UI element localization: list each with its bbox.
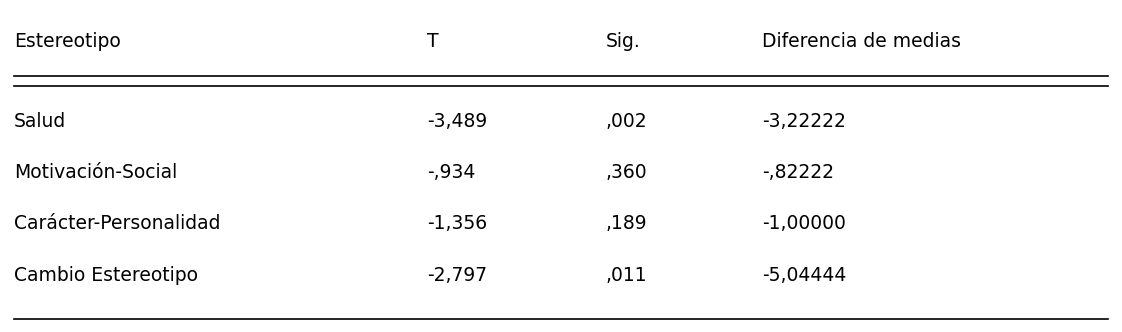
Text: Carácter-Personalidad: Carácter-Personalidad: [13, 213, 220, 233]
Text: Diferencia de medias: Diferencia de medias: [762, 33, 960, 51]
Text: -3,489: -3,489: [427, 113, 487, 131]
Text: -1,356: -1,356: [427, 213, 487, 233]
Text: ,189: ,189: [606, 213, 647, 233]
Text: -5,04444: -5,04444: [762, 266, 846, 285]
Text: T: T: [427, 33, 439, 51]
Text: -3,22222: -3,22222: [762, 113, 846, 131]
Text: Salud: Salud: [13, 113, 66, 131]
Text: -2,797: -2,797: [427, 266, 487, 285]
Text: Sig.: Sig.: [606, 33, 641, 51]
Text: -1,00000: -1,00000: [762, 213, 846, 233]
Text: Motivación-Social: Motivación-Social: [13, 163, 177, 182]
Text: -,82222: -,82222: [762, 163, 834, 182]
Text: -,934: -,934: [427, 163, 476, 182]
Text: Estereotipo: Estereotipo: [13, 33, 121, 51]
Text: ,011: ,011: [606, 266, 647, 285]
Text: ,360: ,360: [606, 163, 647, 182]
Text: Cambio Estereotipo: Cambio Estereotipo: [13, 266, 197, 285]
Text: ,002: ,002: [606, 113, 647, 131]
